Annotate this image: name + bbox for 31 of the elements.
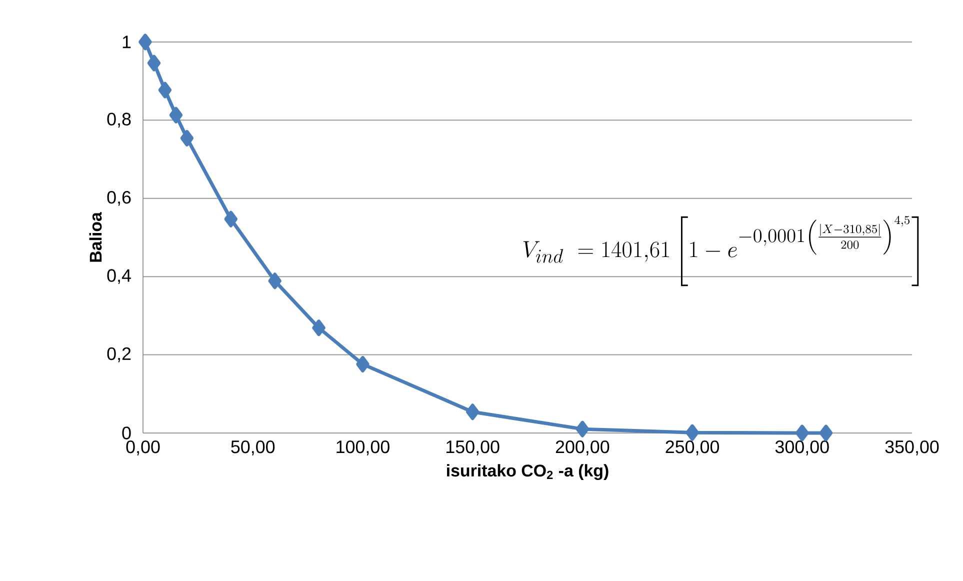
x-tick-label: 200,00	[556, 440, 610, 456]
annotation: $V_{ind}\ = 1401{,}61\left[1-e^{-0{,}0001\left(\frac{|X-310{,}85|}{200}\right)^{4{,}5}}\right]$	[523, 216, 919, 286]
point	[158, 82, 172, 98]
y-tick-label: 0,2	[107, 347, 131, 362]
point	[180, 130, 194, 146]
point	[169, 106, 183, 124]
point	[224, 210, 238, 228]
point	[819, 424, 833, 442]
y-tick-label: 0,4	[107, 269, 131, 284]
x-axis-title: isuritako CO$_{2}$ -a (kg)	[447, 464, 608, 480]
point	[466, 404, 480, 420]
y-axis-title: Balioa	[89, 212, 102, 262]
y-tick-label: 1	[122, 36, 131, 48]
y-tick-label: 0	[122, 426, 131, 440]
point	[312, 320, 326, 336]
x-tick-label: 0,00	[126, 440, 160, 456]
point	[356, 356, 370, 372]
point	[686, 424, 699, 441]
point	[796, 424, 809, 442]
x-tick-label: 150,00	[446, 440, 500, 456]
point	[138, 34, 152, 50]
point	[576, 420, 590, 438]
point	[268, 272, 282, 290]
point	[147, 54, 161, 72]
x-tick-label: 350,00	[885, 440, 939, 456]
x-tick-label: 100,00	[336, 440, 390, 456]
y-tick-label: 0,8	[107, 112, 131, 128]
y-tick-label: 0,6	[107, 190, 131, 206]
x-tick-label: 50,00	[231, 440, 275, 456]
x-tick-label: 300,00	[775, 440, 829, 456]
x-tick-label: 250,00	[666, 440, 720, 456]
